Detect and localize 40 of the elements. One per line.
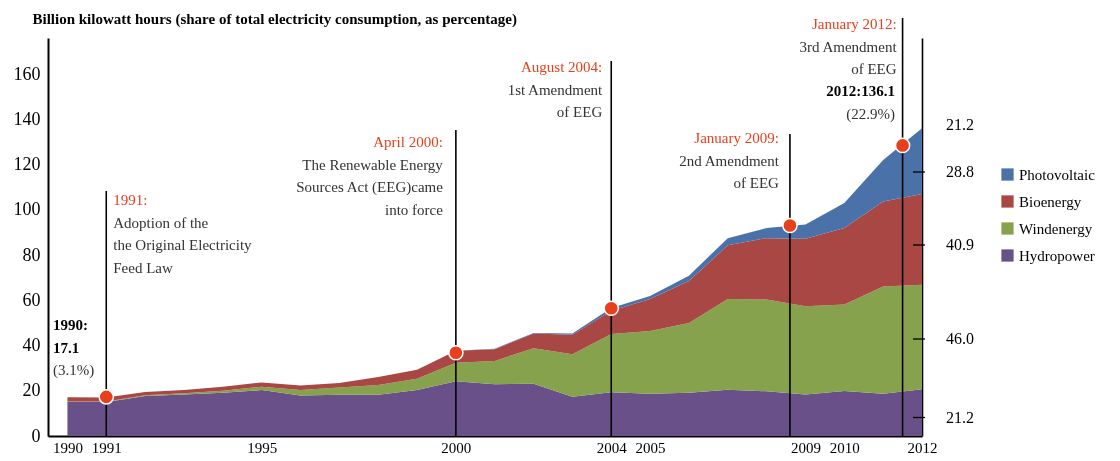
y-tick-label: 20: [22, 380, 41, 401]
ref-line-label: August 2004: 1st Amendment of EEG: [507, 59, 604, 120]
y-tick-label: 120: [13, 154, 41, 175]
y-axis-title: Billion kilowatt hours (share of total electricity consumption, as percentage): [32, 10, 517, 28]
point: [894, 137, 911, 154]
x-tick-label: 2010: [829, 439, 860, 456]
point: [603, 300, 620, 317]
annotation: 2012:136.1 (22.9%): [826, 83, 895, 123]
text: 21.2: [946, 116, 974, 133]
x-tick-label: 2004: [596, 439, 628, 456]
text: 28.8: [946, 163, 974, 180]
y-tick-label: 80: [22, 244, 41, 265]
y-tick-label: 60: [22, 289, 41, 310]
y-tick-label: 140: [13, 108, 41, 129]
ref-line-label: April 2000: The Renewable Energy Sources Act (EEG)came into force: [296, 134, 444, 218]
point: [782, 217, 798, 234]
annotation: 1990: 17.1 (3.1%): [53, 317, 95, 379]
y-tick-label: 0: [31, 425, 41, 446]
text: 40.9: [946, 236, 974, 253]
ref-line-label: 1991: Adoption of the the Original Electricity Feed Law: [113, 192, 253, 276]
legend-label: Photovoltaic: [1019, 166, 1096, 183]
x-tick-label: 1991: [91, 439, 122, 456]
text: 21.2: [946, 408, 974, 426]
ref-line-label: January 2009: 2nd Amendment of EEG: [679, 130, 780, 191]
legend-label: Windenergy: [1019, 220, 1093, 237]
ref-line-label: January 2012: 3rd Amendment of EEG: [799, 16, 898, 77]
x-tick-label: 2009: [790, 439, 821, 456]
x-tick-label: 2012: [907, 439, 938, 456]
y-tick-label: 40: [22, 335, 41, 356]
x-tick-label: 1995: [247, 439, 278, 456]
x-tick-label: 1990: [52, 439, 83, 456]
y-tick-label: 160: [13, 63, 41, 84]
x-tick-label: 2005: [635, 439, 666, 456]
x-tick-label: 2000: [441, 439, 472, 456]
point: [448, 344, 464, 361]
y-tick-label: 100: [13, 199, 41, 220]
legend-label: Hydropower: [1019, 247, 1095, 264]
legend-label: Bioenergy: [1019, 193, 1082, 210]
text: 46.0: [946, 330, 974, 347]
point: [98, 389, 115, 405]
